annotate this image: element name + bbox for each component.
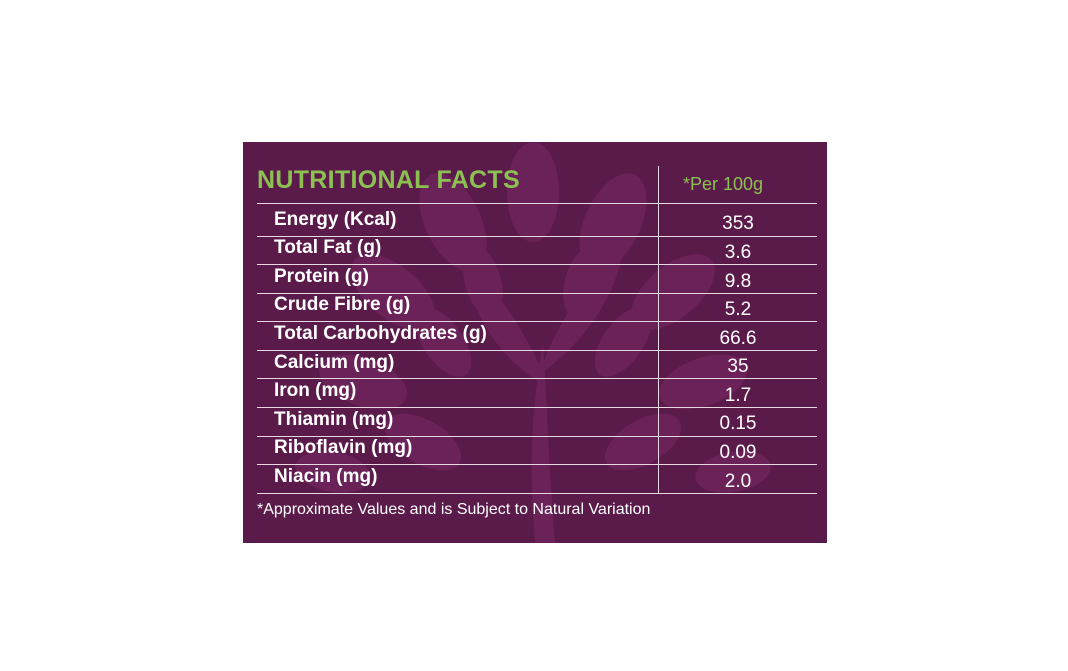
nutrient-value: 9.8: [724, 271, 752, 292]
nutrient-value: 66.6: [719, 328, 757, 349]
row-divider: [257, 203, 817, 204]
row-divider: [257, 293, 817, 294]
nutrient-value: 0.09: [719, 442, 757, 463]
nutrient-label: Protein (g): [274, 266, 369, 287]
nutrient-label: Iron (mg): [274, 380, 357, 401]
tree-leaves-background: [295, 142, 771, 543]
row-divider: [257, 321, 817, 322]
row-divider: [257, 464, 817, 465]
table-heading: NUTRITIONAL FACTS: [257, 166, 520, 194]
nutrient-label: Niacin (mg): [274, 466, 378, 487]
nutrient-value: 1.7: [724, 385, 752, 406]
row-divider: [257, 407, 817, 408]
nutrient-label: Thiamin (mg): [274, 409, 394, 430]
nutrition-panel: NUTRITIONAL FACTS *Per 100g Energy (Kcal…: [243, 142, 827, 543]
row-divider: [257, 378, 817, 379]
nutrient-label: Total Carbohydrates (g): [274, 323, 487, 344]
row-divider: [257, 493, 817, 494]
nutrient-value: 35: [727, 356, 749, 377]
nutrient-value: 353: [722, 213, 754, 234]
nutrient-value: 2.0: [724, 471, 752, 492]
nutrient-label: Energy (Kcal): [274, 209, 397, 230]
nutrient-value: 5.2: [724, 299, 752, 320]
footnote: *Approximate Values and is Subject to Na…: [257, 501, 651, 518]
nutrient-label: Crude Fibre (g): [274, 294, 411, 315]
nutrient-label: Total Fat (g): [274, 237, 382, 258]
nutrient-value: 3.6: [724, 242, 752, 263]
per-serving-label: *Per 100g: [683, 174, 764, 194]
nutrient-label: Calcium (mg): [274, 352, 395, 373]
row-divider: [257, 350, 817, 351]
row-divider: [257, 264, 817, 265]
row-divider: [257, 236, 817, 237]
nutrient-value: 0.15: [719, 413, 757, 434]
nutrient-label: Riboflavin (mg): [274, 437, 413, 458]
column-divider: [658, 166, 659, 493]
row-divider: [257, 436, 817, 437]
